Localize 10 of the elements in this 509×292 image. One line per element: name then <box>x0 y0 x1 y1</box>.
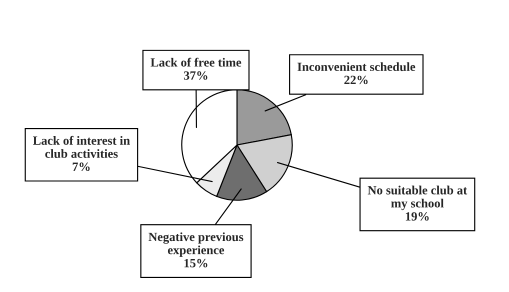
slice-label: Negative previous experience <box>148 232 244 257</box>
slice-label: Lack of free time <box>150 58 242 67</box>
data-label: 22% <box>344 76 368 84</box>
data-label: 37% <box>184 71 208 80</box>
data-label: 19% <box>406 212 429 221</box>
slice-label: No suitable club at my school <box>368 186 468 210</box>
data-label: 7% <box>72 162 90 171</box>
slice-label: Lack of interest in club activities <box>32 136 130 158</box>
slice-label: Inconvenient schedule <box>298 62 416 72</box>
data-label: 15% <box>184 258 208 268</box>
